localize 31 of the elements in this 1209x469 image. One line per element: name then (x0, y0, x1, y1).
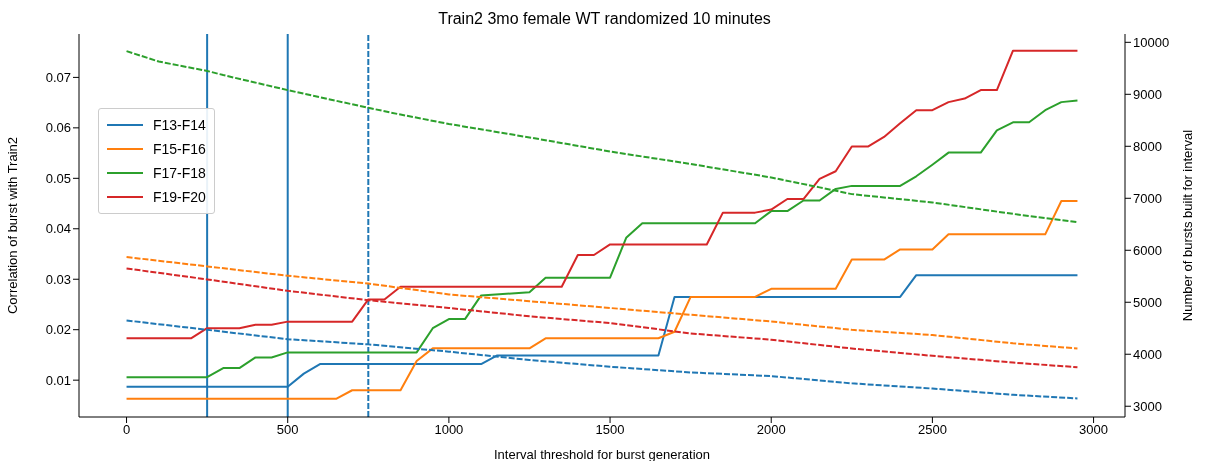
y2-tick-label: 6000 (1133, 242, 1162, 258)
y2-tick-label: 9000 (1133, 86, 1162, 102)
x-tick-label: 3000 (1079, 422, 1109, 438)
y2-tick-label: 8000 (1133, 138, 1162, 154)
line-series (125, 200, 1079, 400)
x-tick-label: 1000 (434, 422, 464, 438)
x-tick-label: 500 (276, 422, 299, 438)
x-tick-label: 0 (122, 422, 131, 438)
y2-tick-label: 10000 (1133, 34, 1170, 50)
y2-tick-label: 4000 (1133, 346, 1162, 362)
y-tick-label: 0.02 (45, 322, 71, 338)
y-tick-label: 0.07 (45, 70, 71, 86)
y2-tick-label: 7000 (1133, 190, 1162, 206)
legend-label: F13-F14 (153, 117, 206, 133)
legend-label: F15-F16 (153, 141, 206, 157)
y-axis-title: Correlation of burst with Train2 (4, 136, 20, 315)
y-tick-label: 0.01 (45, 372, 71, 388)
y2-axis-title: Number of bursts built for interval (1179, 129, 1195, 322)
y-tick-label: 0.04 (45, 221, 71, 237)
chart-title: Train2 3mo female WT randomized 10 minutes (437, 9, 772, 29)
legend-label: F17-F18 (153, 165, 206, 181)
y-tick-label: 0.03 (45, 271, 71, 287)
y-tick-label: 0.05 (45, 170, 71, 186)
legend-label: F19-F20 (153, 189, 206, 205)
y2-tick-label: 3000 (1133, 398, 1162, 414)
y2-tick-label: 5000 (1133, 294, 1162, 310)
y-tick-label: 0.06 (45, 120, 71, 136)
x-tick-label: 2500 (917, 422, 947, 438)
x-axis-title: Interval threshold for burst generation (493, 447, 711, 462)
x-tick-label: 2000 (756, 422, 786, 438)
x-tick-label: 1500 (595, 422, 625, 438)
